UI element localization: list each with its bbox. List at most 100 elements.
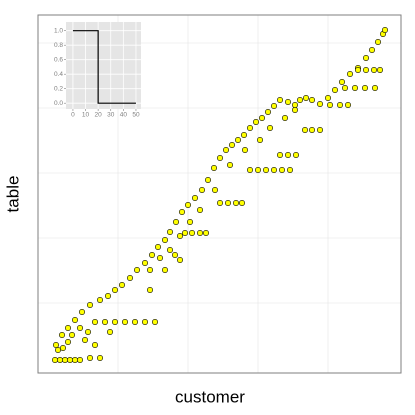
scatter-point xyxy=(227,162,234,169)
scatter-point xyxy=(362,67,369,74)
scatter-point xyxy=(316,101,323,108)
scatter-point xyxy=(173,219,180,226)
y-tick-label: 0.2 xyxy=(54,85,63,92)
scatter-point xyxy=(264,109,271,116)
y-axis-label: table xyxy=(3,176,22,213)
scatter-point xyxy=(235,137,242,144)
scatter-point xyxy=(189,230,196,237)
scatter-point xyxy=(172,252,179,259)
scatter-point xyxy=(247,125,254,132)
scatter-point xyxy=(291,102,298,109)
scatter-point xyxy=(157,255,164,262)
scatter-point xyxy=(211,165,218,172)
scatter-point xyxy=(276,152,283,159)
scatter-point xyxy=(291,107,298,114)
scatter-point xyxy=(54,346,61,353)
scatter-point xyxy=(105,292,112,299)
scatter-point xyxy=(97,296,104,303)
scatter-point xyxy=(61,356,68,363)
scatter-point xyxy=(346,71,353,78)
scatter-point xyxy=(266,125,273,132)
scatter-point xyxy=(162,237,169,244)
scatter-point xyxy=(179,209,186,216)
scatter-point xyxy=(239,200,246,207)
scatter-point xyxy=(82,336,89,343)
scatter-point xyxy=(107,328,114,335)
scatter-point xyxy=(52,341,59,348)
scatter-point xyxy=(376,67,383,74)
scatter-point xyxy=(72,356,79,363)
scatter-point xyxy=(203,230,210,237)
scatter-point xyxy=(370,67,377,74)
scatter-point xyxy=(185,202,192,209)
x-tick-label: 10 xyxy=(82,112,90,119)
scatter-point xyxy=(278,167,285,174)
scatter-point xyxy=(284,99,291,106)
scatter-point xyxy=(336,102,343,109)
scatter-point xyxy=(77,356,84,363)
scatter-point xyxy=(87,354,94,361)
scatter-point xyxy=(87,301,94,308)
scatter-point xyxy=(284,152,291,159)
scatter-point xyxy=(324,95,331,102)
panel-border xyxy=(37,14,402,374)
scatter-point xyxy=(167,229,174,236)
scatter-point xyxy=(381,26,388,33)
scatter-point xyxy=(79,308,86,315)
scatter-point xyxy=(242,147,249,154)
scatter-point xyxy=(262,167,269,174)
scatter-point xyxy=(354,67,361,74)
scatter-point xyxy=(155,244,162,251)
scatter-point xyxy=(217,155,224,162)
scatter-point xyxy=(281,115,288,122)
scatter-point xyxy=(197,207,204,214)
scatter-point xyxy=(142,318,149,325)
scatter-point xyxy=(301,127,308,134)
scatter-point xyxy=(371,85,378,92)
scatter-point xyxy=(119,281,126,288)
panel-background xyxy=(66,22,141,109)
scatter-point xyxy=(258,115,265,122)
scatter-point xyxy=(276,97,283,104)
scatter-point xyxy=(149,252,156,259)
scatter-point xyxy=(162,266,169,273)
scatter-point xyxy=(331,87,338,94)
x-tick-label: 30 xyxy=(107,112,115,119)
scatter-point xyxy=(199,187,206,194)
scatter-point xyxy=(167,247,174,254)
scatter-point xyxy=(112,286,119,293)
scatter-point xyxy=(292,152,299,159)
scatter-point xyxy=(217,200,224,207)
scatter-point xyxy=(72,316,79,323)
scatter-point xyxy=(97,354,104,361)
scatter-point xyxy=(182,230,189,237)
scatter-point xyxy=(92,341,99,348)
scatter-point xyxy=(67,356,74,363)
x-axis-label: customer xyxy=(175,387,245,406)
x-tick-label: 40 xyxy=(120,112,128,119)
scatter-point xyxy=(326,102,333,109)
scatter-point xyxy=(65,338,72,345)
scatter-point xyxy=(362,54,369,61)
scatter-point xyxy=(229,142,236,149)
scatter-point xyxy=(361,85,368,92)
scatter-point xyxy=(77,324,84,331)
scatter-point xyxy=(59,344,66,351)
scatter-point xyxy=(152,318,159,325)
x-tick-label: 50 xyxy=(132,112,140,119)
scatter-point xyxy=(142,259,149,266)
scatter-point xyxy=(187,219,194,226)
scatter-point xyxy=(316,127,323,134)
line xyxy=(72,30,136,104)
scatter-point xyxy=(122,318,129,325)
scatter-point xyxy=(212,187,219,194)
scatter-point xyxy=(374,38,381,45)
scatter-point xyxy=(270,103,277,110)
scatter-point xyxy=(223,147,230,154)
scatter-point xyxy=(51,356,58,363)
scatter-point xyxy=(341,85,348,92)
scatter-point xyxy=(147,266,154,273)
scatter-point xyxy=(344,102,351,109)
scatter-point xyxy=(58,331,65,338)
